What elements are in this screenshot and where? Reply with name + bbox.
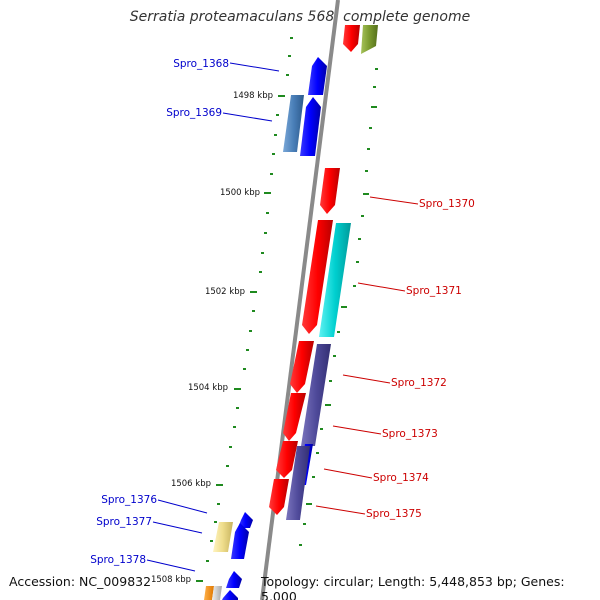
scale-labels: 1498 kbp 1500 kbp 1502 kbp 1504 kbp 1506… bbox=[151, 91, 273, 585]
gene-features bbox=[204, 25, 378, 600]
label-spro-1368[interactable]: Spro_1368 bbox=[173, 58, 229, 70]
gene-spro-1371[interactable] bbox=[302, 220, 333, 334]
gene-spro-1369-steel[interactable] bbox=[283, 95, 304, 152]
label-spro-1374[interactable]: Spro_1374 bbox=[373, 472, 429, 484]
gene-spro-1375[interactable] bbox=[269, 479, 289, 515]
label-spro-1371[interactable]: Spro_1371 bbox=[406, 285, 462, 297]
leader-lines-forward bbox=[315, 196, 419, 515]
gene-spro-1373[interactable] bbox=[283, 393, 306, 441]
gene-spro-1369[interactable] bbox=[300, 97, 321, 156]
forward-gene-labels: Spro_1370 Spro_1371 Spro_1372 Spro_1373 … bbox=[366, 198, 475, 520]
label-spro-1376[interactable]: Spro_1376 bbox=[101, 494, 157, 506]
accession-label: Accession: NC_009832 bbox=[9, 574, 152, 589]
reverse-gene-labels: Spro_1368 Spro_1369 Spro_1376 Spro_1377 … bbox=[90, 58, 229, 566]
gene-spro-1368[interactable] bbox=[308, 57, 327, 95]
gene-spro-1375-purple[interactable] bbox=[286, 446, 310, 520]
gene-spro-1371-cyan[interactable] bbox=[319, 223, 351, 337]
gene-spro-1374[interactable] bbox=[276, 441, 298, 478]
gene-spro-1370[interactable] bbox=[320, 168, 340, 214]
scale-label-1502: 1502 kbp bbox=[205, 287, 245, 297]
gene-spro-1372-purple[interactable] bbox=[301, 344, 331, 446]
label-spro-1377[interactable]: Spro_1377 bbox=[96, 516, 152, 528]
gene-bottom-orange[interactable] bbox=[204, 586, 214, 600]
scale-label-1504: 1504 kbp bbox=[188, 383, 228, 393]
outer-tick-ring bbox=[286, 37, 378, 546]
label-spro-1369[interactable]: Spro_1369 bbox=[166, 107, 222, 119]
label-spro-1373[interactable]: Spro_1373 bbox=[382, 428, 438, 440]
gene-spro-1378[interactable] bbox=[226, 571, 242, 588]
scale-label-1506: 1506 kbp bbox=[171, 479, 211, 489]
gene-top-olive[interactable] bbox=[361, 25, 378, 54]
label-spro-1372[interactable]: Spro_1372 bbox=[391, 377, 447, 389]
scale-label-1508: 1508 kbp bbox=[151, 575, 191, 585]
genome-backbone bbox=[260, 0, 340, 600]
gene-bottom-blue[interactable] bbox=[222, 590, 238, 600]
gene-spro-1376[interactable] bbox=[238, 512, 253, 528]
genome-title: Serratia proteamaculans 568, complete ge… bbox=[129, 9, 471, 25]
label-spro-1375[interactable]: Spro_1375 bbox=[366, 508, 422, 520]
label-spro-1370[interactable]: Spro_1370 bbox=[419, 198, 475, 210]
gene-spro-1377[interactable] bbox=[231, 523, 249, 559]
inner-scale-ring bbox=[196, 95, 285, 582]
scale-label-1498: 1498 kbp bbox=[233, 91, 273, 101]
gene-top-red[interactable] bbox=[343, 25, 360, 52]
scale-label-1500: 1500 kbp bbox=[220, 188, 260, 198]
gene-spro-1372[interactable] bbox=[290, 341, 314, 393]
leader-lines-reverse bbox=[146, 62, 280, 572]
gene-bottom-grey[interactable] bbox=[212, 586, 222, 600]
topology-summary: Topology: circular; Length: 5,448,853 bp… bbox=[261, 574, 565, 600]
label-spro-1378[interactable]: Spro_1378 bbox=[90, 554, 146, 566]
gene-spro-1377-khaki[interactable] bbox=[213, 522, 233, 552]
